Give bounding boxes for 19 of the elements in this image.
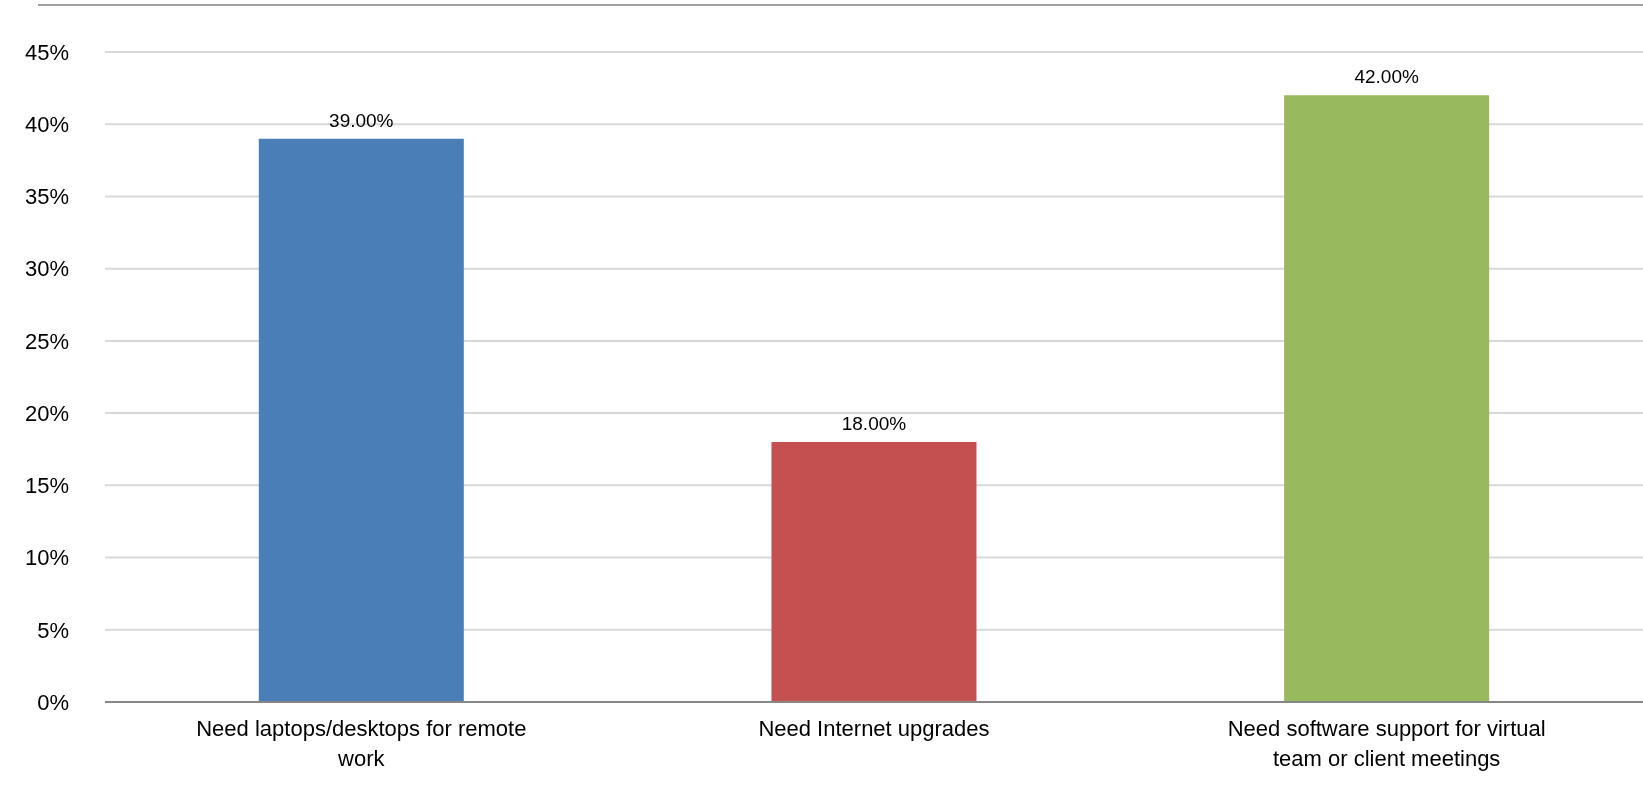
- y-tick-label: 0%: [37, 689, 69, 715]
- bar: [771, 442, 977, 702]
- y-tick-label: 35%: [24, 184, 69, 210]
- x-tick-label: Need software support for virtual team or client meetings: [1227, 716, 1546, 771]
- y-tick-label: 40%: [24, 112, 69, 138]
- bar: [1284, 95, 1490, 702]
- bar: [258, 138, 464, 702]
- data-label: 18.00%: [841, 413, 907, 434]
- y-tick-label: 20%: [24, 400, 69, 426]
- data-label: 39.00%: [329, 109, 394, 131]
- x-tick-label: Need Internet upgrades: [758, 716, 990, 741]
- y-tick-label: 10%: [24, 545, 69, 571]
- y-tick-label: 5%: [37, 617, 69, 643]
- y-tick-label: 25%: [24, 328, 69, 354]
- y-tick-label: 15%: [24, 473, 69, 499]
- y-tick-label: 30%: [24, 256, 69, 282]
- data-label: 42.00%: [1354, 66, 1419, 88]
- x-tick-label: Need laptops/desktops for remote work: [196, 716, 527, 771]
- y-tick-label: 45%: [24, 39, 69, 65]
